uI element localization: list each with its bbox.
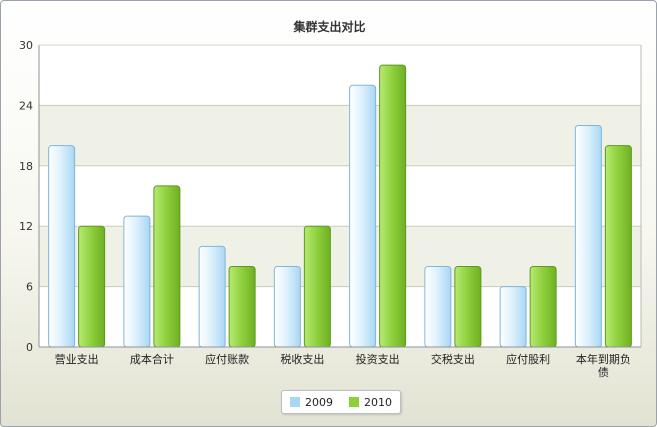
- bar-2009-5: [424, 265, 452, 348]
- bar-2010-1: [153, 185, 181, 348]
- y-tick-label: 30: [19, 39, 33, 52]
- legend: 2009 2010: [281, 390, 401, 414]
- plot-band: [39, 45, 641, 106]
- x-tick-label: 营业支出: [55, 352, 99, 366]
- legend-swatch-2010: [349, 397, 359, 407]
- y-tick-label: 12: [19, 220, 33, 233]
- plot-band: [39, 105, 641, 166]
- bar-2009-4: [349, 84, 377, 348]
- bar-2010-0: [78, 225, 106, 348]
- bar-2010-5: [454, 265, 482, 348]
- y-tick-label: 6: [26, 281, 33, 294]
- x-tick-label: 应付股利: [506, 352, 550, 366]
- x-tick-label: 税收支出: [280, 352, 324, 366]
- bar-2009-1: [123, 215, 151, 348]
- x-tick-label: 本年到期负债: [576, 352, 631, 379]
- y-tick-label: 0: [26, 341, 33, 354]
- legend-label-2009: 2009: [305, 395, 333, 409]
- legend-swatch-2009: [290, 397, 300, 407]
- x-tick-label: 应付账款: [205, 352, 249, 366]
- y-tick-labels: 0 6 12 18 24 30: [19, 39, 33, 354]
- chart-title: 集群支出对比: [293, 20, 366, 34]
- bar-2010-7: [604, 145, 632, 348]
- axes: [38, 44, 642, 348]
- x-tick-label: 交税支出: [431, 352, 475, 366]
- bar-2009-3: [273, 265, 301, 348]
- bar-2010-6: [529, 265, 557, 348]
- bar-2009-7: [574, 125, 602, 348]
- x-tick-label: 成本合计: [130, 352, 174, 366]
- legend-item-2009[interactable]: 2009: [290, 396, 333, 409]
- y-tick-label: 24: [19, 99, 33, 112]
- legend-label-2010: 2010: [364, 395, 392, 409]
- bar-2010-4: [379, 64, 407, 348]
- bars: [48, 64, 632, 348]
- x-tick-label: 投资支出: [356, 352, 400, 366]
- bar-2009-0: [48, 145, 76, 348]
- x-tick-labels: 营业支出 成本合计 应付账款 税收支出 投资支出 交税支出 应付股利 本年到期负债: [55, 352, 631, 379]
- legend-item-2010[interactable]: 2010: [349, 396, 392, 409]
- bar-2009-2: [198, 245, 226, 348]
- bar-2010-2: [228, 265, 256, 348]
- y-tick-label: 18: [19, 160, 33, 173]
- bar-2010-3: [303, 225, 331, 348]
- bar-2009-6: [499, 286, 527, 348]
